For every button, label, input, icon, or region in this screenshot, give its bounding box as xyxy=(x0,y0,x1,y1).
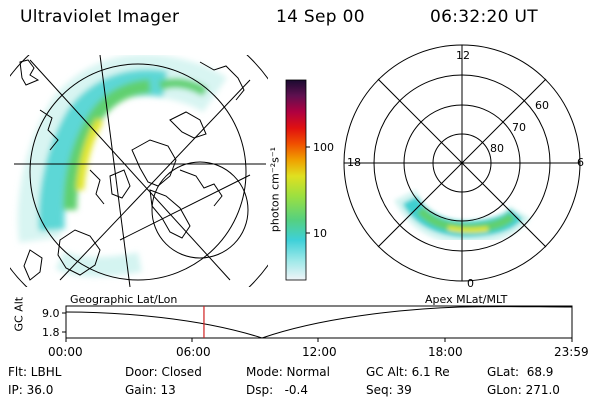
polar-grid xyxy=(343,44,581,282)
mlat-label-70: 70 xyxy=(512,121,526,134)
aurora-emission-polar xyxy=(394,189,531,245)
timeline-xtick-2359: 23:59 xyxy=(554,345,589,359)
info-door: Door: Closed xyxy=(125,365,202,379)
coastlines xyxy=(19,59,245,281)
altitude-trace xyxy=(65,306,573,339)
timeline-xtick-0000: 00:00 xyxy=(48,345,83,359)
info-gc-alt: GC Alt: 6.1 Re xyxy=(366,365,450,379)
mlat-label-60: 60 xyxy=(535,99,549,112)
timeline-xtick-1200: 12:00 xyxy=(302,345,337,359)
mlt-label-12: 12 xyxy=(456,49,470,62)
info-seq: Seq: 39 xyxy=(366,383,412,397)
timeline-xtick-1800: 18:00 xyxy=(428,345,463,359)
timeline-ytick-high: 9.0 xyxy=(42,307,60,320)
info-glat: GLat: 68.9 xyxy=(487,365,554,379)
colorbar-tick-100: 100 xyxy=(313,141,334,154)
timeline-title-apex: Apex MLat/MLT xyxy=(425,293,508,306)
timeline-ytick-low: 1.8 xyxy=(42,326,60,339)
mlt-label-0: 0 xyxy=(467,277,474,290)
date-label: 14 Sep 00 xyxy=(276,7,365,27)
instrument-title: Ultraviolet Imager xyxy=(20,7,180,27)
info-gain: Gain: 13 xyxy=(125,383,176,397)
colorbar-tick-10: 10 xyxy=(313,227,327,240)
mlat-label-80: 80 xyxy=(490,142,504,155)
timeline-title-geo: Geographic Lat/Lon xyxy=(70,293,178,306)
info-glon: GLon: 271.0 xyxy=(487,383,560,397)
geo-grid xyxy=(10,55,268,287)
mlt-label-18: 18 xyxy=(347,156,361,169)
colorbar-scale xyxy=(285,79,307,281)
info-mode: Mode: Normal xyxy=(246,365,330,379)
time-label: 06:32:20 UT xyxy=(430,7,538,27)
mlt-label-6: 6 xyxy=(577,156,584,169)
info-ip: IP: 36.0 xyxy=(8,383,54,397)
timeline-xtick-0600: 06:00 xyxy=(176,345,211,359)
timeline-frame xyxy=(65,305,573,339)
info-dsp: Dsp: -0.4 xyxy=(246,383,309,397)
info-flt: Flt: LBHL xyxy=(8,365,62,379)
